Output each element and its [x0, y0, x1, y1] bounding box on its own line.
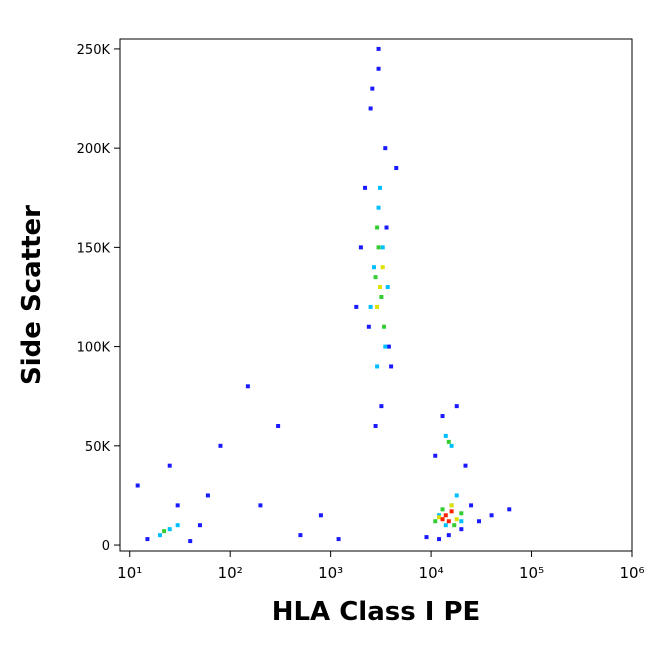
data-point	[377, 185, 382, 190]
data-point	[276, 423, 281, 428]
data-point	[376, 46, 381, 51]
data-point	[440, 414, 445, 419]
data-point	[373, 275, 378, 280]
data-point	[437, 515, 442, 520]
y-axis-title: Side Scatter	[17, 205, 47, 385]
data-point	[433, 519, 438, 524]
data-point	[188, 539, 193, 544]
data-point	[368, 304, 373, 309]
data-point	[507, 507, 512, 512]
data-point	[175, 503, 180, 508]
data-point	[443, 433, 448, 438]
data-point	[336, 537, 341, 542]
data-point	[446, 439, 451, 444]
y-tick-label: 250K	[77, 43, 111, 58]
data-point	[449, 443, 454, 448]
data-point	[380, 245, 385, 250]
y-tick-label: 50K	[85, 440, 111, 455]
data-point	[380, 265, 385, 270]
data-point	[446, 533, 451, 538]
data-point	[477, 519, 482, 524]
data-point	[135, 483, 140, 488]
data-point	[449, 509, 454, 514]
data-point	[437, 537, 442, 542]
data-point	[383, 146, 388, 151]
data-point	[145, 537, 150, 542]
data-point	[377, 285, 382, 290]
x-tick-label: 10²	[218, 564, 243, 582]
data-point	[384, 225, 389, 230]
data-point	[373, 423, 378, 428]
data-point	[454, 404, 459, 409]
data-point	[245, 384, 250, 389]
data-point	[443, 523, 448, 528]
x-tick-label: 10⁴	[419, 564, 444, 582]
y-tick-label: 200K	[77, 142, 111, 157]
data-point	[433, 453, 438, 458]
x-tick-label: 10³	[318, 564, 343, 582]
data-point	[469, 503, 474, 508]
x-tick-label: 10¹	[117, 564, 142, 582]
data-point	[318, 513, 323, 518]
data-point	[376, 205, 381, 210]
data-point	[389, 364, 394, 369]
data-point	[463, 463, 468, 468]
data-point	[376, 66, 381, 71]
data-point	[379, 294, 384, 299]
data-point	[443, 513, 448, 518]
data-point	[162, 529, 167, 534]
data-point	[368, 106, 373, 111]
data-point	[167, 463, 172, 468]
data-point	[366, 324, 371, 329]
data-point	[452, 523, 457, 528]
data-point	[371, 265, 376, 270]
data-point	[354, 304, 359, 309]
data-point	[459, 511, 464, 516]
data-point	[446, 519, 451, 524]
data-point	[197, 523, 202, 528]
data-point	[424, 535, 429, 540]
x-tick-label: 10⁵	[519, 564, 544, 582]
y-tick-label: 0	[102, 539, 110, 554]
data-point	[167, 527, 172, 532]
data-point	[386, 344, 391, 349]
plot-frame	[119, 38, 633, 552]
data-point	[489, 513, 494, 518]
data-point	[258, 503, 263, 508]
data-point	[454, 517, 459, 522]
data-point	[394, 165, 399, 170]
data-point	[383, 344, 388, 349]
data-point	[375, 364, 380, 369]
y-tick-label: 100K	[77, 341, 111, 356]
x-tick-label: 10⁶	[619, 564, 644, 582]
data-point	[376, 245, 381, 250]
y-tick-label: 150K	[77, 241, 111, 256]
data-point	[375, 304, 380, 309]
data-point	[454, 493, 459, 498]
data-point	[298, 533, 303, 538]
data-point	[175, 523, 180, 528]
data-point	[375, 225, 380, 230]
data-point	[205, 493, 210, 498]
data-point	[379, 404, 384, 409]
data-point	[218, 443, 223, 448]
data-point	[363, 185, 368, 190]
data-point	[358, 245, 363, 250]
data-point	[370, 86, 375, 91]
data-point	[157, 533, 162, 538]
x-axis-title: HLA Class I PE	[272, 597, 481, 627]
data-point	[385, 285, 390, 290]
data-point	[440, 517, 445, 522]
data-point	[459, 519, 464, 524]
data-point	[449, 503, 454, 508]
data-point	[440, 507, 445, 512]
data-point	[459, 527, 464, 532]
data-point	[382, 324, 387, 329]
